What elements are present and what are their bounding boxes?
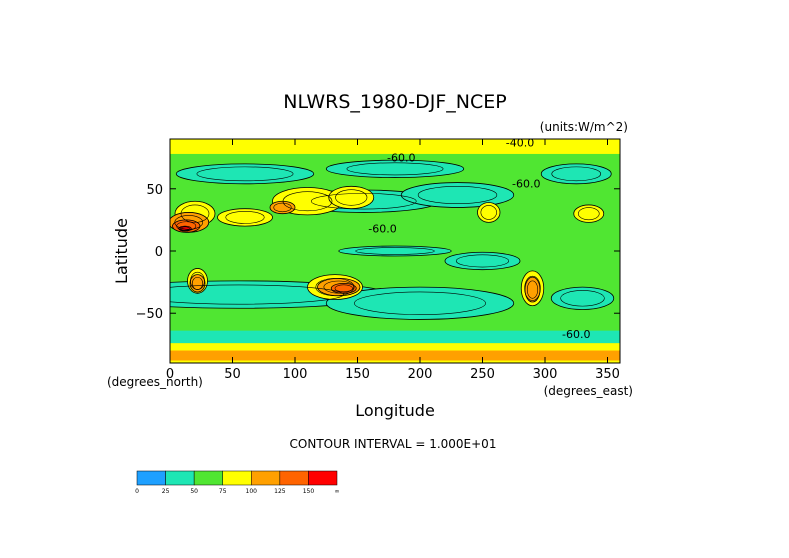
field-band — [170, 330, 620, 344]
contour-line — [551, 166, 602, 182]
contour-line — [273, 202, 292, 213]
contour-line — [354, 291, 486, 315]
colorbar-tick-label: 25 — [162, 488, 170, 495]
contour-line — [180, 226, 190, 231]
contour-labels: -60.0 -60.0 -60.0 -40.0 -60.0 — [368, 136, 590, 341]
contour-label: -60.0 — [368, 222, 396, 235]
colorbar-swatch — [165, 470, 195, 486]
x-tick-label: 350 — [595, 367, 620, 382]
y-axis-title: Latitude — [112, 218, 131, 284]
x-tick-label: 200 — [408, 367, 433, 382]
contour-line — [577, 207, 600, 221]
colorbar: 0 25 50 75 100 125 150 ∞ — [135, 470, 340, 495]
colorbar-tick-label: ∞ — [335, 488, 340, 495]
colorbar-swatch — [308, 470, 338, 486]
y-tick-label: −50 — [136, 307, 163, 322]
contour-label: -60.0 — [387, 151, 415, 164]
contour-line — [191, 276, 204, 290]
contour-line — [282, 191, 333, 212]
contour-label: -60.0 — [562, 328, 590, 341]
x-tick-label: 250 — [470, 367, 495, 382]
contour-line — [310, 193, 417, 210]
contour-line — [225, 211, 265, 224]
contour-line — [180, 204, 210, 223]
x-tick-label: 100 — [283, 367, 308, 382]
contour-line — [526, 280, 539, 299]
contour-line — [417, 185, 498, 205]
x-axis: 0 50 100 150 200 250 300 350 — [166, 139, 620, 382]
field-band — [170, 139, 620, 154]
contour-line — [346, 162, 444, 176]
colorbar-tick-label: 100 — [246, 488, 258, 495]
colorbar-swatch — [222, 470, 252, 486]
colorbar-tick-label: 0 — [135, 488, 139, 495]
contour-line — [524, 275, 541, 301]
contour-line — [335, 189, 368, 206]
colorbar-tick-label: 150 — [303, 488, 315, 495]
y-axis: −50 0 50 — [136, 183, 620, 322]
contour-line — [480, 205, 497, 220]
x-tick-label: 300 — [533, 367, 558, 382]
colorbar-tick-label: 75 — [219, 488, 227, 495]
chart-title: NLWRS_1980-DJF_NCEP — [283, 91, 506, 113]
contour-line — [334, 284, 353, 293]
contour-label: -40.0 — [506, 136, 534, 149]
field-band — [170, 350, 620, 361]
contour-interval: CONTOUR INTERVAL = 1.000E+01 — [290, 437, 497, 451]
colorbar-swatch — [279, 470, 309, 486]
units-label: (units:W/m^2) — [540, 120, 628, 134]
contour-line — [196, 166, 294, 182]
colorbar-swatch — [193, 470, 223, 486]
contour-line — [560, 290, 605, 307]
y-unit-label: (degrees_north) — [107, 375, 203, 389]
x-axis-title: Longitude — [355, 401, 435, 420]
y-tick-label: 0 — [155, 245, 163, 260]
contour-line — [455, 254, 510, 268]
contour-line — [170, 284, 345, 305]
x-tick-label: 0 — [166, 367, 174, 382]
colorbar-tick-label: 125 — [274, 488, 286, 495]
colorbar-swatch — [136, 470, 166, 486]
y-tick-label: 50 — [146, 183, 163, 198]
contour-line — [355, 247, 435, 255]
x-tick-label: 50 — [224, 367, 241, 382]
field-contour-lines — [170, 162, 605, 315]
x-unit-label: (degrees_east) — [544, 384, 633, 398]
field-bands — [170, 139, 620, 363]
contour-label: -60.0 — [512, 178, 540, 191]
x-tick-label: 150 — [345, 367, 370, 382]
contour-line — [323, 280, 354, 294]
colorbar-tick-label: 50 — [190, 488, 198, 495]
contour-line — [315, 278, 355, 297]
colorbar-swatch — [251, 470, 281, 486]
contour-field — [170, 139, 620, 363]
